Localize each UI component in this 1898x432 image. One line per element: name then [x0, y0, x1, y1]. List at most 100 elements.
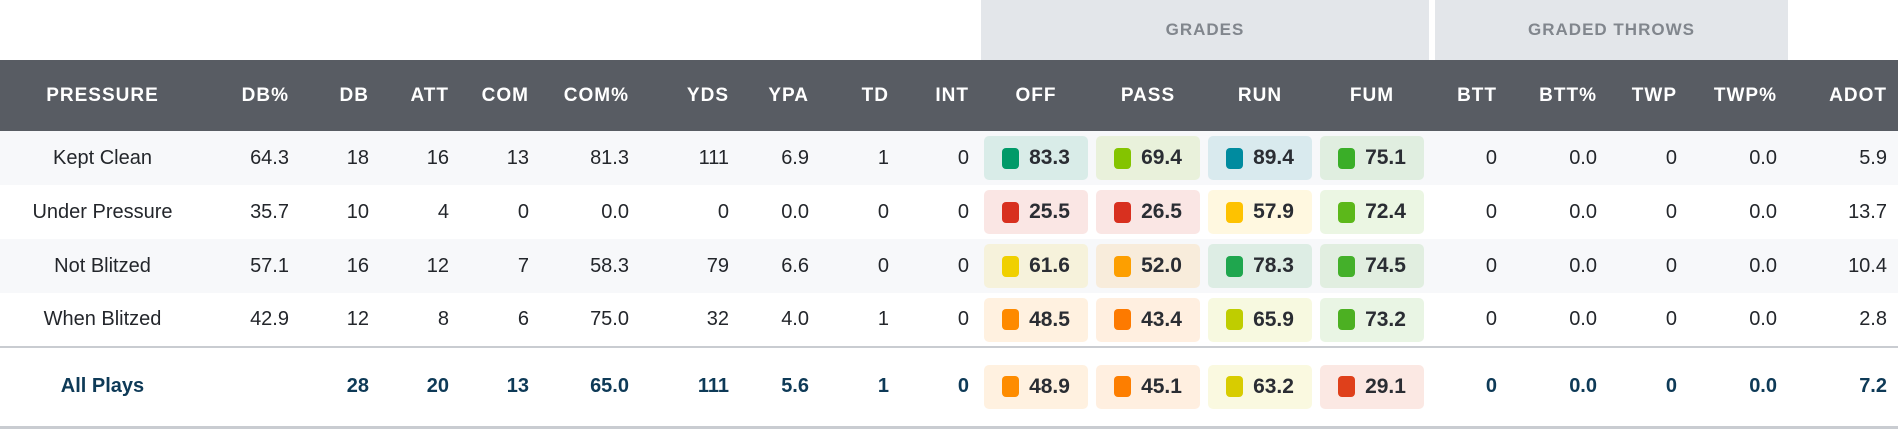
- column-header-com-pct[interactable]: COM%: [563, 84, 629, 106]
- grade-color-swatch-icon: [1338, 309, 1356, 330]
- stat-cell: 65.0: [590, 375, 629, 398]
- grade-pill: 45.1: [1096, 364, 1200, 409]
- throw-stat-cell: 0.0: [1569, 375, 1597, 398]
- column-header-btt[interactable]: BTT: [1457, 84, 1497, 106]
- column-header-btt-pct[interactable]: BTT%: [1539, 84, 1597, 106]
- stat-cell: 6: [517, 308, 529, 330]
- stat-cell: 4: [437, 200, 449, 223]
- grade-pill: 73.2: [1320, 297, 1424, 342]
- column-header-off[interactable]: OFF: [1015, 84, 1057, 106]
- throw-stat-cell: 2.8: [1859, 308, 1887, 330]
- pressure-stats-table: PRESSURE DB% DB ATT COM COM% YDS YPA TD INT OFF PAS…: [0, 60, 1898, 429]
- grade-cell: 74.5: [1316, 239, 1428, 293]
- grade-color-swatch-icon: [1226, 376, 1244, 398]
- grade-color-swatch-icon: [1226, 147, 1244, 169]
- stat-cell: [205, 347, 300, 427]
- stat-cell: 20: [426, 375, 449, 398]
- throw-stat-cell: 0.0: [1569, 146, 1597, 169]
- stat-cell: 79: [706, 254, 729, 277]
- grade-cell: 72.4: [1316, 185, 1428, 239]
- grade-cell: 61.6: [980, 239, 1092, 293]
- stat-cell: 0: [957, 200, 969, 223]
- grade-pill: 61.6: [984, 244, 1088, 288]
- grade-color-swatch-icon: [1338, 255, 1356, 277]
- column-header-twp-pct[interactable]: TWP%: [1713, 84, 1777, 106]
- stat-cell: 0: [517, 200, 529, 223]
- throw-stat-cell: 0: [1485, 146, 1497, 169]
- stat-cell: 6.6: [781, 254, 809, 277]
- column-header-run[interactable]: RUN: [1237, 84, 1283, 106]
- stat-cell: 6.9: [781, 146, 809, 169]
- column-header-db[interactable]: DB: [339, 84, 369, 106]
- stat-cell: 28: [346, 375, 369, 398]
- grade-pill: 69.4: [1096, 136, 1200, 180]
- stat-cell: 0: [957, 146, 969, 169]
- throw-stat-cell: 0.0: [1749, 200, 1777, 223]
- column-header-ypa[interactable]: YPA: [768, 84, 809, 106]
- grade-value: 26.5: [1141, 200, 1182, 223]
- grade-cell: 69.4: [1092, 131, 1204, 185]
- grade-value: 78.3: [1253, 254, 1294, 277]
- grade-value: 48.5: [1029, 307, 1070, 331]
- grade-pill: 89.4: [1208, 136, 1312, 180]
- stat-cell: 16: [426, 146, 449, 169]
- column-header-pass[interactable]: PASS: [1120, 84, 1176, 106]
- column-header-pressure[interactable]: PRESSURE: [46, 84, 159, 106]
- stat-cell: 0: [957, 308, 969, 330]
- stat-cell: 0: [877, 200, 889, 223]
- column-header-adot[interactable]: ADOT: [1829, 84, 1887, 106]
- row-label: Kept Clean: [53, 146, 152, 169]
- table-row: When Blitzed 42.9 12 8 6 75.0 32 4.0 1 0 48.5 43.4 6…: [0, 293, 1898, 347]
- grade-pill: 78.3: [1208, 244, 1312, 288]
- grade-value: 43.4: [1141, 307, 1182, 331]
- grade-cell: 25.5: [980, 185, 1092, 239]
- row-label: Under Pressure: [32, 200, 173, 223]
- grade-pill: 52.0: [1096, 244, 1200, 288]
- grade-value: 69.4: [1141, 146, 1182, 169]
- column-header-att[interactable]: ATT: [410, 84, 449, 106]
- throw-stat-cell: 5.9: [1859, 146, 1887, 169]
- column-header-twp[interactable]: TWP: [1631, 84, 1677, 106]
- grade-cell: 48.5: [980, 293, 1092, 347]
- column-header-yds[interactable]: YDS: [686, 84, 729, 106]
- grade-color-swatch-icon: [1226, 255, 1244, 277]
- row-label: Not Blitzed: [54, 254, 151, 277]
- grade-pill: 43.4: [1096, 297, 1200, 342]
- column-header-int[interactable]: INT: [935, 84, 969, 106]
- total-row: All Plays 28 20 13 65.0 111 5.6 1 0 48.9 45.1 63.2 2…: [0, 347, 1898, 427]
- stat-cell: 42.9: [250, 308, 289, 330]
- throw-stat-cell: 0: [1485, 200, 1497, 223]
- stat-cell: 32: [706, 308, 729, 330]
- column-header-db-pct[interactable]: DB%: [241, 84, 289, 106]
- column-header-td[interactable]: TD: [861, 84, 889, 106]
- grade-color-swatch-icon: [1338, 201, 1356, 223]
- stat-cell: 12: [346, 308, 369, 330]
- column-header-com[interactable]: COM: [481, 84, 529, 106]
- stat-cell: 1: [877, 375, 889, 398]
- grade-color-swatch-icon: [1002, 309, 1020, 330]
- grade-color-swatch-icon: [1226, 309, 1244, 330]
- grade-color-swatch-icon: [1114, 147, 1132, 169]
- grade-color-swatch-icon: [1114, 309, 1132, 330]
- stat-cell: 1: [877, 308, 889, 330]
- grade-color-swatch-icon: [1114, 255, 1132, 277]
- grade-color-swatch-icon: [1226, 201, 1244, 223]
- grade-value: 75.1: [1365, 146, 1406, 169]
- header-row: PRESSURE DB% DB ATT COM COM% YDS YPA TD INT OFF PAS…: [0, 60, 1898, 131]
- grade-cell: 52.0: [1092, 239, 1204, 293]
- grade-pill: 26.5: [1096, 190, 1200, 234]
- throw-stat-cell: 0.0: [1569, 308, 1597, 330]
- column-header-fum[interactable]: FUM: [1349, 84, 1395, 106]
- stat-cell: 57.1: [250, 254, 289, 277]
- throw-stat-cell: 0: [1665, 146, 1677, 169]
- grade-pill: 29.1: [1320, 364, 1424, 409]
- throw-stat-cell: 0.0: [1749, 254, 1777, 277]
- throw-stat-cell: 0.0: [1749, 308, 1777, 330]
- throw-stat-cell: 7.2: [1859, 375, 1887, 398]
- table-row: Not Blitzed 57.1 16 12 7 58.3 79 6.6 0 0 61.6 52.0 7…: [0, 239, 1898, 293]
- table-row: Under Pressure 35.7 10 4 0 0.0 0 0.0 0 0 25.5 26.5 5…: [0, 185, 1898, 239]
- grade-color-swatch-icon: [1338, 147, 1356, 169]
- grade-cell: 73.2: [1316, 293, 1428, 347]
- grade-value: 25.5: [1029, 200, 1070, 223]
- throw-stat-cell: 0: [1485, 375, 1497, 398]
